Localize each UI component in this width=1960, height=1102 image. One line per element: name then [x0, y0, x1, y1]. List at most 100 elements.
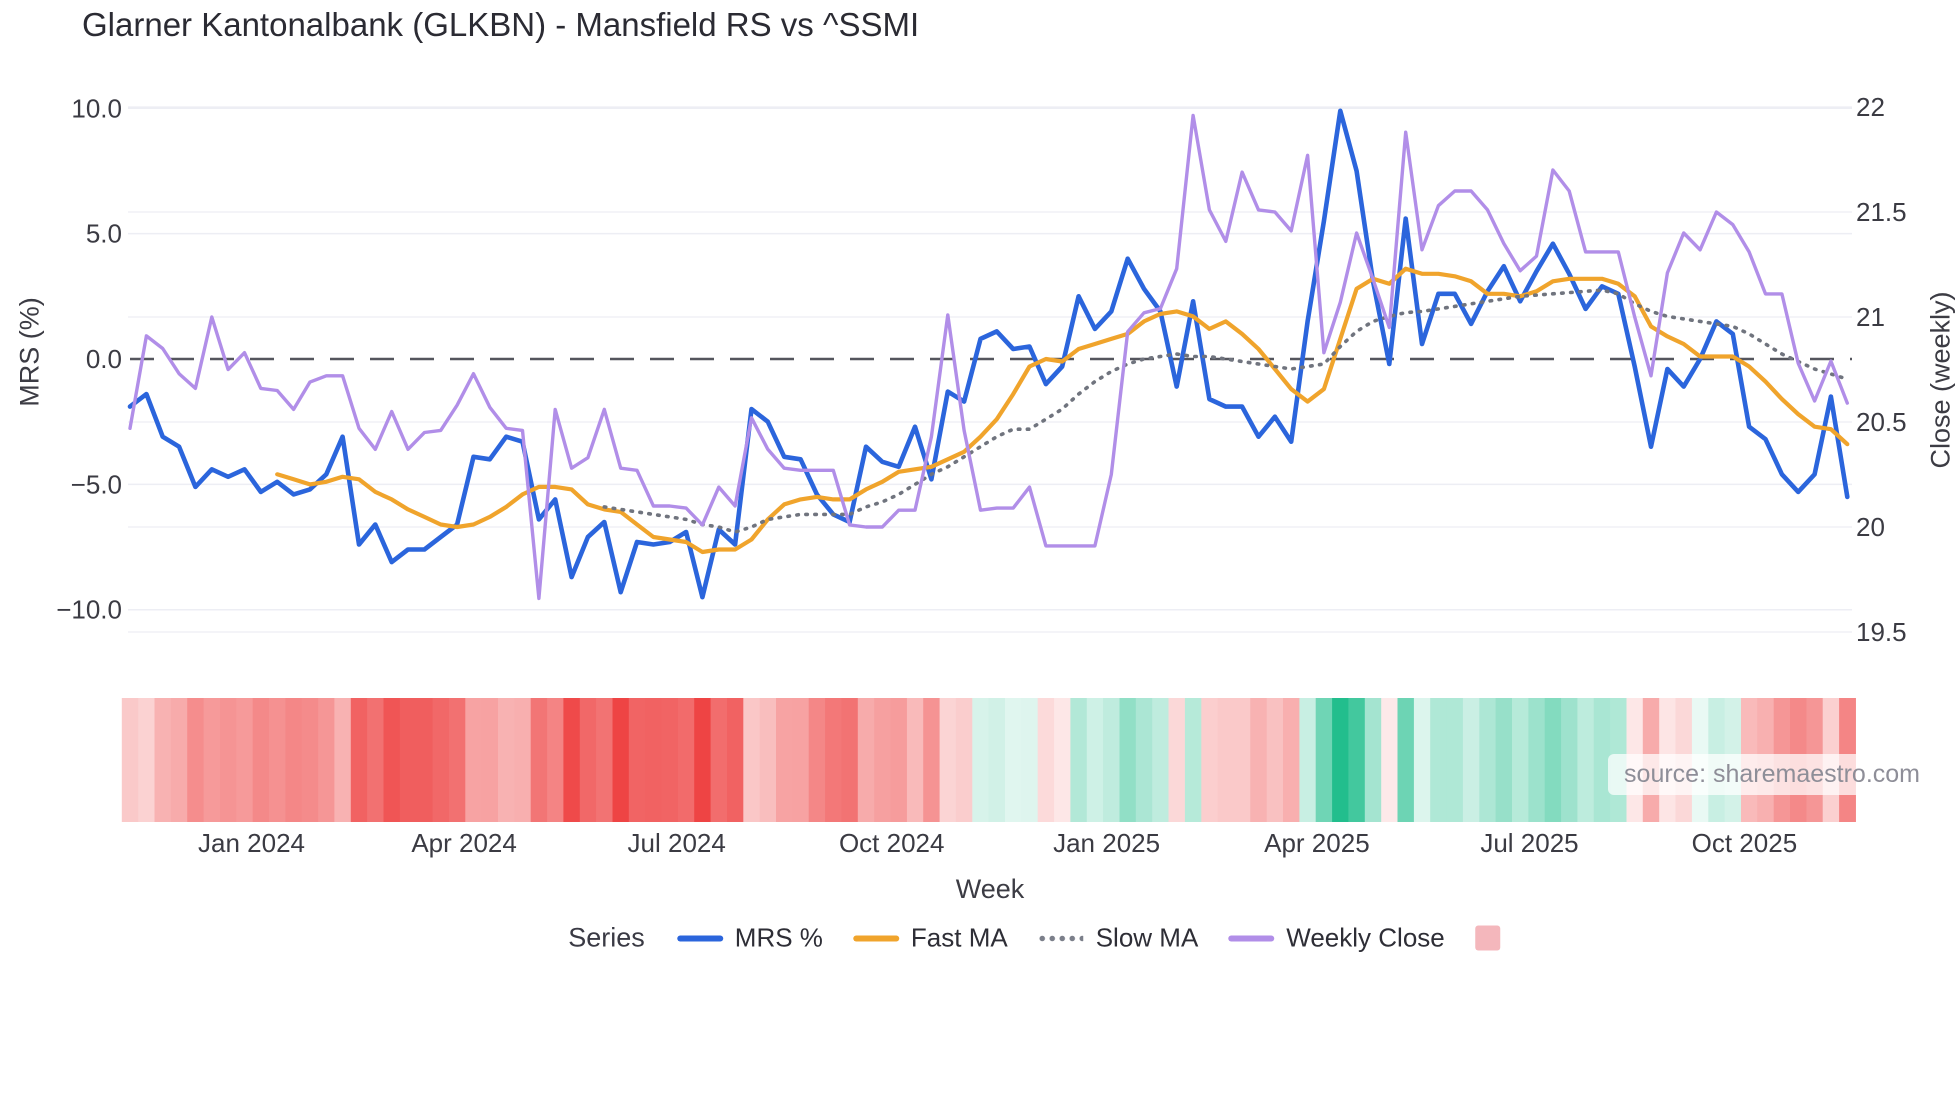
heatmap-cell — [1250, 698, 1268, 822]
heatmap-cell — [1037, 698, 1055, 822]
heatmap-cell — [955, 698, 973, 822]
heatmap-cell — [138, 698, 156, 822]
heatmap-cell — [1299, 698, 1317, 822]
watermark: source: sharemaestro.com — [1608, 754, 1936, 795]
heatmap-cell — [350, 698, 368, 822]
right-tick-label: 20 — [1856, 512, 1885, 542]
heatmap-cell — [301, 698, 319, 822]
right-tick-label: 20.5 — [1856, 407, 1907, 437]
heatmap-cell — [1397, 698, 1415, 822]
heatmap-cell — [547, 698, 564, 822]
x-tick-label: Jul 2024 — [628, 828, 726, 858]
heatmap-cell — [334, 698, 352, 822]
heatmap-cell — [1054, 698, 1071, 822]
heatmap-cell — [1413, 698, 1431, 822]
right-tick-label: 21 — [1856, 302, 1885, 332]
heatmap-cell — [1577, 698, 1595, 822]
heatmap-cell — [1201, 698, 1219, 822]
heatmap-cell — [1070, 698, 1088, 822]
heatmap-cell — [579, 698, 597, 822]
heatmap-cell — [661, 698, 679, 822]
x-tick-label: Apr 2025 — [1264, 828, 1370, 858]
heatmap-strip — [121, 698, 1856, 822]
heatmap-cell — [776, 698, 793, 822]
heatmap-cell — [498, 698, 515, 822]
legend-title: Series — [568, 922, 645, 953]
heatmap-cell — [1086, 698, 1104, 822]
heatmap-cell — [1528, 698, 1546, 822]
right-tick-label: 22 — [1856, 92, 1885, 122]
x-tick-label: Oct 2024 — [839, 828, 945, 858]
heatmap-cell — [972, 698, 990, 822]
heatmap-cell — [743, 698, 761, 822]
heatmap-cell — [874, 698, 892, 822]
heatmap-cell — [1593, 698, 1611, 822]
left-axis-title: MRS (%) — [14, 297, 45, 407]
slow-ma-line — [602, 288, 1850, 534]
x-axis-title: Week — [955, 874, 1025, 904]
heatmap-cell — [187, 698, 205, 822]
page-title: Glarner Kantonalbank (GLKBN) - Mansfield… — [82, 6, 920, 43]
heatmap-cell — [792, 698, 810, 822]
heatmap-cell — [1184, 698, 1202, 822]
heatmap-cell — [1561, 698, 1578, 822]
line-swatch-icon — [1228, 935, 1275, 941]
heatmap-cell — [825, 698, 842, 822]
heatmap-cell — [432, 698, 450, 822]
heatmap-cell — [1168, 698, 1186, 822]
heatmap-cell — [628, 698, 646, 822]
heatmap-cell — [203, 698, 221, 822]
x-tick-label: Jul 2025 — [1480, 828, 1578, 858]
heatmap-cell — [154, 698, 172, 822]
line-swatch-icon — [676, 935, 723, 941]
heatmap-cell — [269, 698, 286, 822]
fast-ma-line — [275, 266, 1850, 555]
heatmap-cell — [1446, 698, 1464, 822]
legend-item-slow-ma: Slow MA — [1037, 922, 1199, 954]
heatmap-cell — [808, 698, 826, 822]
heatmap-cell — [1021, 698, 1039, 822]
heatmap-cell — [170, 698, 188, 822]
heatmap-cell — [939, 698, 957, 822]
legend-item-fast-ma: Fast MA — [852, 922, 1008, 954]
right-axis-title: Close (weekly) — [1925, 291, 1956, 469]
legend-item-label: Fast MA — [910, 922, 1008, 953]
heatmap-cell — [1119, 698, 1137, 822]
heatmap-cell — [1234, 698, 1251, 822]
x-tick-label: Jan 2024 — [198, 828, 305, 858]
heatmap-cell — [1364, 698, 1382, 822]
legend-items: MRS % Fast MA Slow MA Weekly Close — [676, 922, 1500, 954]
heatmap-cell — [1103, 698, 1120, 822]
left-tick-label: 5.0 — [86, 219, 122, 249]
heatmap-cell — [1544, 698, 1562, 822]
left-tick-label: −5.0 — [71, 469, 122, 499]
x-tick-label: Apr 2024 — [411, 828, 517, 858]
heatmap-cell — [383, 698, 401, 822]
heatmap-cell — [906, 698, 924, 822]
heatmap-cell — [1005, 698, 1022, 822]
heatmap-cell — [1495, 698, 1513, 822]
heatmap-cell — [596, 698, 613, 822]
legend: Series MRS % Fast MA Slow MA Weekly Close — [568, 923, 1500, 954]
x-axis-tick-labels: Jan 2024 Apr 2024 Jul 2024 Oct 2024 Jan 2025… — [198, 828, 1797, 858]
left-tick-label: 10.0 — [71, 93, 122, 123]
heatmap-cell — [1479, 698, 1497, 822]
heatmap-cell — [318, 698, 335, 822]
heatmap-cell — [612, 698, 630, 822]
heatmap-cell — [236, 698, 254, 822]
legend-item-weekly-close: Weekly Close — [1228, 923, 1445, 954]
right-tick-label: 21.5 — [1856, 197, 1907, 227]
heatmap-cell — [481, 698, 499, 822]
legend-item-mrs-: MRS % — [676, 923, 823, 954]
heatmap-cell — [530, 698, 548, 822]
left-tick-label: 0.0 — [86, 344, 122, 374]
legend-item-heatmap — [1474, 925, 1500, 951]
heatmap-cell — [1381, 698, 1399, 822]
legend-item-label: Slow MA — [1095, 922, 1199, 953]
heatmap-cell — [1348, 698, 1366, 822]
heatmap-cell — [1266, 698, 1284, 822]
line-swatch-icon — [852, 935, 899, 941]
right-axis-tick-labels: 22 21.5 21 20.5 20 19.5 — [1856, 92, 1907, 647]
heatmap-cell — [677, 698, 695, 822]
heatmap-cell — [1217, 698, 1235, 822]
